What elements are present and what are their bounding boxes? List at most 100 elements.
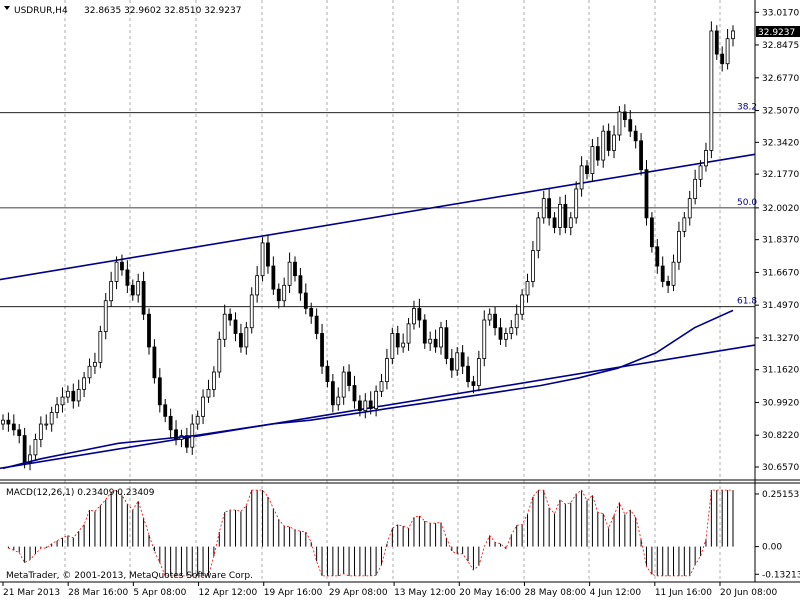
candle-body <box>168 415 173 431</box>
candle-body <box>563 203 568 228</box>
macd-axis: 0.25153 0.00 -0.13213 <box>755 490 800 580</box>
macd-tick-label: 0.00 <box>762 543 782 553</box>
time-tick-label: 28 Mar 16:00 <box>68 588 128 598</box>
fib-level-label: 61.8 <box>737 297 757 307</box>
price-tick-label: 31.1620 <box>762 366 799 376</box>
candle-body <box>60 396 65 406</box>
candle-body <box>444 327 449 359</box>
candle-body <box>55 404 59 413</box>
candle-body <box>406 323 411 344</box>
candle-body <box>666 281 671 286</box>
candle-body <box>266 242 270 267</box>
candle-body <box>147 313 151 348</box>
candle-body <box>633 130 638 142</box>
candle-body <box>22 435 27 463</box>
candle-body <box>276 288 281 302</box>
candle-body <box>574 188 579 219</box>
candle-body <box>568 217 573 228</box>
price-tick-label: 32.1770 <box>762 170 799 180</box>
macd-tick-label: 0.25153 <box>762 490 799 500</box>
candle-body <box>341 371 346 398</box>
candle-body <box>520 294 525 315</box>
time-tick-label: 29 Apr 08:00 <box>329 588 388 598</box>
time-tick-label: 20 Jun 08:00 <box>720 588 777 598</box>
candle-body <box>217 338 222 373</box>
fib-level-label: 38.2 <box>737 103 757 113</box>
candle-body <box>6 419 11 425</box>
macd-histogram <box>7 489 734 577</box>
candle-body <box>547 198 552 219</box>
candle-body <box>395 333 400 348</box>
time-tick-label: 28 May 08:00 <box>524 588 586 598</box>
candle-body <box>336 396 341 406</box>
price-tick-label: 31.4970 <box>762 301 799 311</box>
price-tick-label: 32.6770 <box>762 74 799 84</box>
candle-body <box>28 454 32 463</box>
candle-body <box>293 261 297 277</box>
candle-body <box>136 281 141 296</box>
candle-body <box>120 261 124 271</box>
candle-body <box>466 365 470 383</box>
candle-body <box>595 146 600 161</box>
candle-body <box>201 396 205 417</box>
candle-body <box>471 381 476 386</box>
candle-body <box>644 169 649 219</box>
candle-body <box>385 358 389 383</box>
candle-body <box>352 385 357 402</box>
macd-signal-line <box>8 489 733 577</box>
candle-body <box>244 327 249 348</box>
current-price-tag-bg <box>756 26 800 37</box>
candle-body <box>325 365 330 383</box>
main-grid <box>64 0 721 582</box>
channel-line <box>0 153 756 281</box>
candle-body <box>412 308 416 325</box>
candle-body <box>476 358 481 386</box>
candle-body <box>731 30 735 40</box>
candle-body <box>130 284 135 296</box>
time-tick-label: 19 Apr 16:00 <box>264 588 323 598</box>
current-price-tag: 32.9237 <box>758 28 795 38</box>
candle-body <box>152 346 157 379</box>
candle-body <box>239 333 243 348</box>
candle-body <box>617 111 622 136</box>
fib-level-label: 50.0 <box>737 198 757 208</box>
candle-body <box>249 294 254 329</box>
candle-body <box>109 281 114 302</box>
candle-body <box>455 352 460 371</box>
candle-body <box>379 381 384 392</box>
price-tick-label: 30.6570 <box>762 463 799 473</box>
candle-body <box>503 333 508 340</box>
price-tick-label: 31.3270 <box>762 334 799 344</box>
candle-body <box>390 333 395 359</box>
candle-body <box>612 134 616 151</box>
candle-body <box>493 313 497 329</box>
time-tick-label: 20 May 16:00 <box>459 588 521 598</box>
trend-lines <box>0 153 756 470</box>
candle-body <box>649 217 654 248</box>
candle-body <box>195 415 200 425</box>
candle-body <box>71 390 76 402</box>
candle-series <box>1 21 735 471</box>
candle-body <box>460 352 465 367</box>
candle-body <box>320 333 324 367</box>
price-tick-label: 32.8475 <box>762 41 799 51</box>
candle-body <box>660 265 665 282</box>
moving-average-line <box>2 309 734 470</box>
candle-body <box>682 217 687 232</box>
candle-body <box>428 338 433 344</box>
candle-body <box>314 315 319 334</box>
candle-body <box>11 423 16 431</box>
candle-body <box>303 292 308 309</box>
time-axis: 21 Mar 2013 28 Mar 16:00 5 Apr 08:00 12 Apr… <box>2 582 777 598</box>
candle-body <box>1 419 5 425</box>
candle-body <box>498 327 503 340</box>
candle-body <box>271 265 276 290</box>
time-tick-label: 4 Jun 12:00 <box>590 588 642 598</box>
candle-body <box>357 400 362 411</box>
candle-body <box>714 30 719 55</box>
candle-body <box>417 308 422 321</box>
dropdown-icon[interactable] <box>4 6 10 10</box>
macd-label: MACD(12,26,1) 0.23409 0.23409 <box>6 488 155 498</box>
price-tick-label: 31.8370 <box>762 236 799 246</box>
time-tick-label: 5 Apr 08:00 <box>133 588 186 598</box>
